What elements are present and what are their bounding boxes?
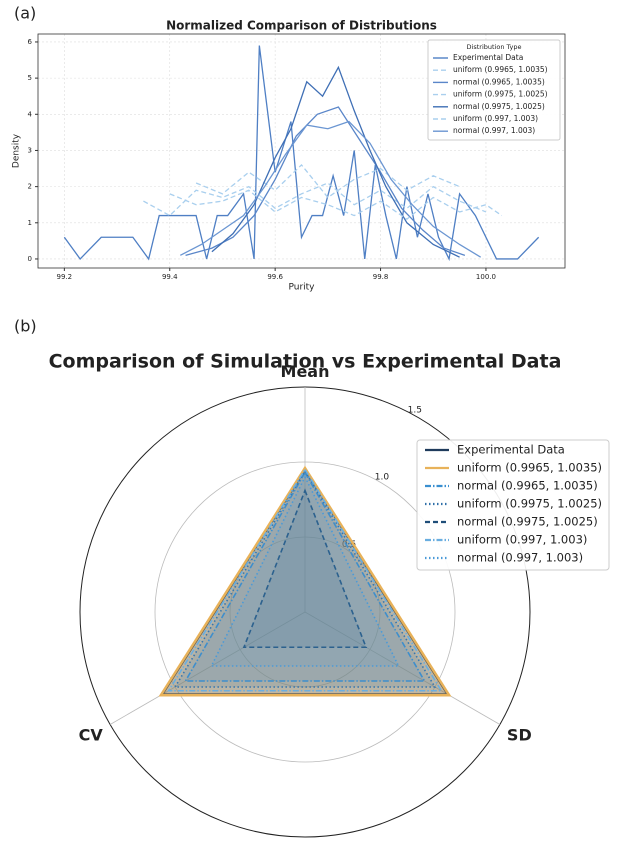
radar-area	[184, 470, 426, 682]
panel-label: (b)	[14, 317, 37, 336]
radar-area	[173, 469, 437, 688]
legend-label: uniform (0.9965, 1.0035)	[457, 461, 602, 475]
plot-frame	[37, 33, 566, 269]
x-tick-label: 99.2	[57, 273, 73, 281]
x-axis-label: Purity	[288, 283, 315, 293]
series-line	[169, 189, 503, 220]
radar-area	[210, 475, 400, 667]
legend-label: normal (0.9965, 1.0035)	[453, 77, 545, 86]
r-tick-label: 0.5	[342, 540, 356, 550]
legend-label: normal (0.997, 1.003)	[453, 126, 535, 135]
x-tick-label: 100.0	[476, 273, 496, 281]
legend-label: normal (0.9975, 1.0025)	[457, 515, 598, 529]
category-label: CV	[79, 725, 104, 744]
legend-label: uniform (0.997, 1.003)	[457, 533, 587, 547]
y-tick-label: 3	[28, 146, 32, 154]
legend-box	[416, 439, 610, 571]
series-line	[63, 45, 540, 262]
radar-area	[158, 465, 452, 697]
radar-area	[167, 467, 443, 692]
r-tick-label: 1.5	[408, 405, 422, 415]
x-tick-label: 99.6	[267, 273, 283, 281]
y-axis-label: Density	[12, 133, 22, 168]
legend-label: normal (0.9975, 1.0025)	[453, 102, 545, 111]
y-tick-label: 6	[28, 38, 33, 46]
legend-label: Experimental Data	[457, 443, 565, 457]
y-tick-label: 0	[28, 255, 32, 263]
legend-box	[427, 39, 561, 141]
axis-spoke	[304, 611, 501, 725]
x-tick-label: 99.4	[162, 273, 178, 281]
series-line	[195, 163, 460, 199]
y-tick-label: 2	[28, 183, 32, 191]
x-tick-label: 99.8	[373, 273, 389, 281]
legend-label: Experimental Data	[453, 53, 523, 62]
r-tick-label: 1.0	[375, 473, 390, 483]
series-line	[143, 182, 487, 217]
chart-title: Normalized Comparison of Distributions	[166, 19, 437, 33]
series-line	[185, 106, 466, 256]
chart-title: Comparison of Simulation vs Experimental…	[49, 351, 562, 373]
category-label: SD	[507, 725, 532, 744]
legend-label: uniform (0.9975, 1.0025)	[457, 497, 602, 511]
y-tick-label: 1	[28, 219, 32, 227]
legend-label: uniform (0.997, 1.003)	[453, 114, 538, 123]
legend-title: Distribution Type	[467, 43, 522, 51]
legend-label: normal (0.9965, 1.0035)	[457, 479, 598, 493]
series-line	[179, 120, 482, 258]
y-tick-label: 4	[28, 110, 33, 118]
radar-area	[242, 488, 368, 649]
legend-label: uniform (0.9975, 1.0025)	[453, 90, 548, 99]
legend-label: uniform (0.9965, 1.0035)	[453, 65, 548, 74]
panel-label: (a)	[14, 4, 36, 23]
axis-spoke	[109, 611, 306, 725]
legend-label: normal (0.997, 1.003)	[457, 551, 583, 565]
y-tick-label: 5	[28, 74, 32, 82]
category-label: Mean	[281, 362, 330, 381]
